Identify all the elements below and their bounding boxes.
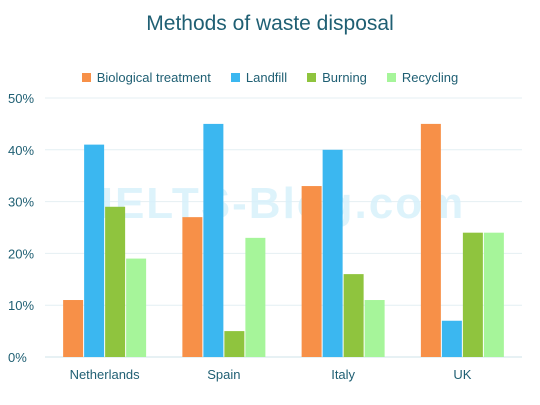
x-tick-label: Spain bbox=[207, 367, 240, 382]
bar-netherlands-biological-treatment bbox=[63, 300, 84, 357]
bar-uk-biological-treatment bbox=[420, 123, 441, 358]
y-tick-label: 40% bbox=[8, 143, 34, 158]
bar-uk-landfill bbox=[441, 320, 462, 357]
x-tick-label: UK bbox=[453, 367, 471, 382]
bar-italy-recycling bbox=[364, 300, 385, 357]
legend-item-recycling: Recycling bbox=[386, 70, 459, 85]
bar-italy-burning bbox=[343, 274, 364, 357]
legend-label-landfill: Landfill bbox=[245, 70, 288, 85]
legend-swatch-burning bbox=[307, 73, 317, 82]
y-tick-label: 0% bbox=[8, 350, 27, 365]
y-tick-label: 50% bbox=[8, 91, 34, 106]
y-tick-label: 30% bbox=[8, 195, 34, 210]
bar-spain-burning bbox=[224, 331, 245, 357]
watermark-text: IELTS-Blog.com bbox=[101, 179, 466, 228]
bar-spain-recycling bbox=[245, 237, 266, 357]
x-tick-label: Italy bbox=[331, 367, 355, 382]
y-tick-label: 10% bbox=[8, 298, 34, 313]
bar-uk-burning bbox=[462, 232, 483, 357]
bar-italy-landfill bbox=[322, 149, 343, 357]
bar-netherlands-recycling bbox=[126, 258, 147, 357]
x-tick-label: Netherlands bbox=[70, 367, 141, 382]
bar-italy-biological-treatment bbox=[301, 186, 322, 357]
legend: Biological treatment Landfill Burning Re… bbox=[0, 70, 540, 85]
bar-spain-landfill bbox=[203, 123, 224, 358]
legend-label-recycling: Recycling bbox=[401, 70, 459, 85]
legend-swatch-landfill bbox=[230, 73, 240, 82]
legend-label-burning: Burning bbox=[322, 70, 367, 85]
bar-netherlands-landfill bbox=[84, 144, 105, 357]
legend-item-biological-treatment: Biological treatment bbox=[81, 70, 211, 85]
legend-swatch-biological-treatment bbox=[81, 73, 91, 82]
y-tick-label: 20% bbox=[8, 246, 34, 261]
legend-swatch-recycling bbox=[386, 73, 396, 82]
chart-title: Methods of waste disposal bbox=[146, 12, 394, 35]
legend-label-biological-treatment: Biological treatment bbox=[96, 70, 211, 85]
bar-netherlands-burning bbox=[105, 206, 126, 357]
bar-spain-biological-treatment bbox=[182, 217, 203, 357]
legend-item-landfill: Landfill bbox=[230, 70, 288, 85]
legend-item-burning: Burning bbox=[307, 70, 367, 85]
bar-uk-recycling bbox=[483, 232, 504, 357]
